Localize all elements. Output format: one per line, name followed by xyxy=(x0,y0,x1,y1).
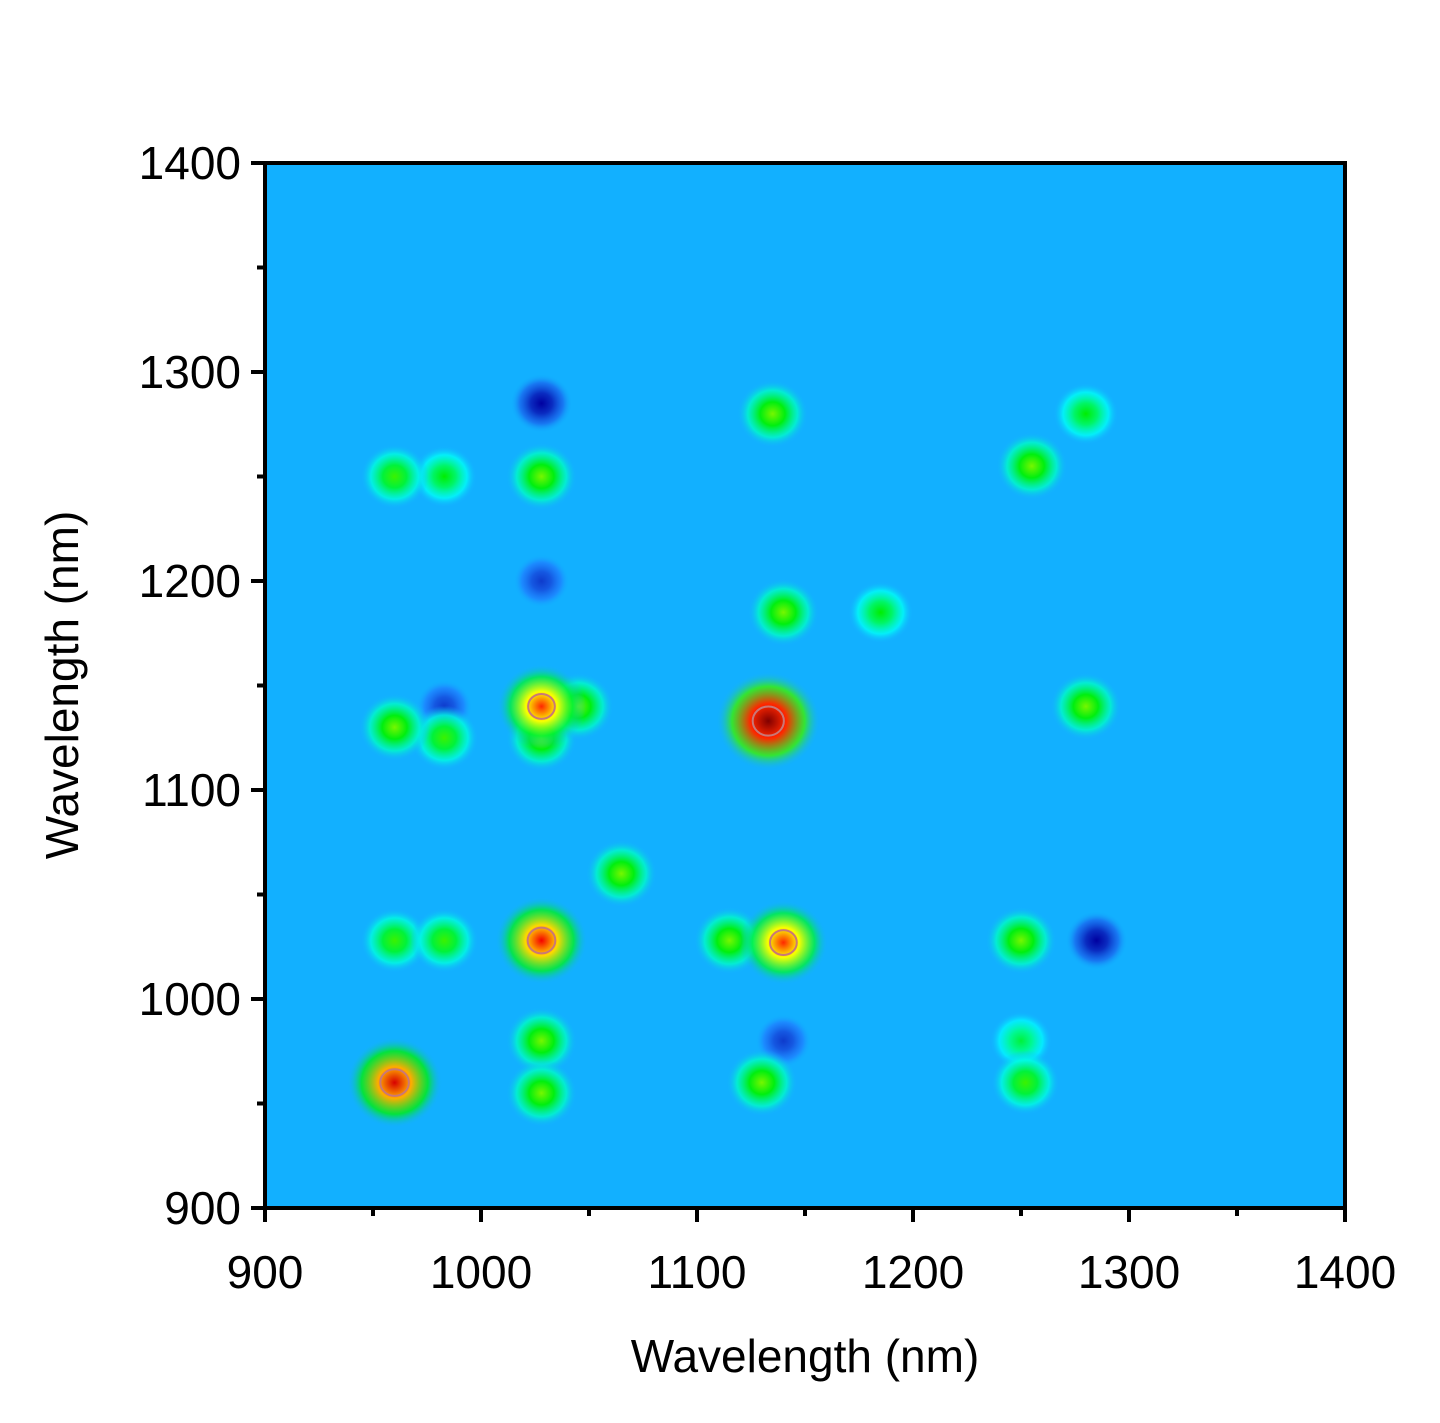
peak xyxy=(510,373,573,433)
y-tick-label: 1100 xyxy=(142,764,241,816)
peak xyxy=(747,578,819,647)
peak xyxy=(359,693,431,762)
peak xyxy=(347,1037,443,1128)
x-tick-label: 1000 xyxy=(430,1246,532,1298)
x-tick-label: 1400 xyxy=(1294,1246,1396,1298)
plot-area xyxy=(265,163,1345,1208)
peak xyxy=(513,554,570,608)
peak xyxy=(505,1059,577,1127)
peak xyxy=(848,581,914,644)
peak xyxy=(991,1050,1060,1115)
y-tick-label: 1400 xyxy=(139,137,241,189)
peak xyxy=(505,1007,577,1075)
peak xyxy=(716,671,821,771)
peak xyxy=(496,664,586,749)
peak xyxy=(495,896,588,985)
peak xyxy=(360,908,429,973)
x-tick-label: 1100 xyxy=(648,1246,747,1298)
peak xyxy=(726,1048,798,1117)
y-tick-label: 1000 xyxy=(139,973,241,1025)
peak xyxy=(505,442,577,511)
y-axis-title: Wavelength (nm) xyxy=(36,511,88,860)
contour-line xyxy=(527,692,556,720)
peak xyxy=(985,906,1057,975)
peak xyxy=(585,839,657,908)
x-tick-label: 900 xyxy=(227,1246,304,1298)
peak xyxy=(411,445,477,508)
y-tick-label: 1300 xyxy=(139,346,241,398)
peak xyxy=(996,432,1068,500)
contour-line xyxy=(526,926,557,955)
peak xyxy=(738,900,828,985)
peak xyxy=(360,444,429,509)
y-tick-label: 900 xyxy=(164,1182,241,1234)
peak xyxy=(1065,911,1128,970)
y-tick-label: 1200 xyxy=(139,555,241,607)
peak xyxy=(1053,382,1119,445)
peak xyxy=(410,908,479,973)
peak xyxy=(1050,672,1122,741)
contour-line xyxy=(379,1068,410,1097)
x-tick-label: 1300 xyxy=(1078,1246,1180,1298)
contour-line xyxy=(769,929,798,957)
contour-line xyxy=(751,705,785,737)
x-tick-label: 1200 xyxy=(862,1246,964,1298)
x-axis-title: Wavelength (nm) xyxy=(631,1330,980,1382)
peak xyxy=(737,380,809,448)
